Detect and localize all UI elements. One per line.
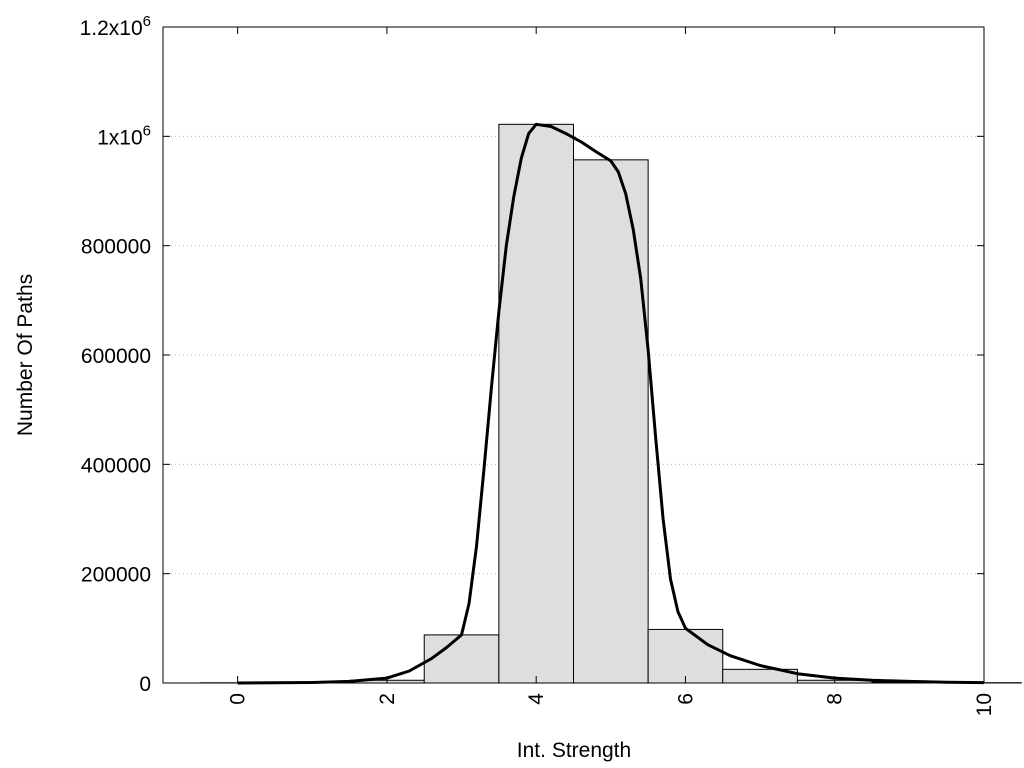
x-tick-label: 6 [674,693,697,705]
x-tick-label: 0 [227,693,250,705]
x-axis: 0 2 4 6 8 10 [227,27,996,716]
fit-curve-group [237,122,985,685]
histogram-bar [647,628,724,684]
fit-curve [237,122,985,685]
histogram-bar [498,123,575,684]
y-tick-label: 600000 [81,345,151,368]
x-tick-label: 8 [824,693,847,705]
y-tick-label: 800000 [81,236,151,259]
y-tick-label: 0 [139,673,151,696]
y-axis-title: Number Of Paths [14,274,37,436]
x-tick-label: 2 [376,693,399,705]
x-tick-label: 10 [973,693,996,716]
x-tick-label: 4 [525,693,548,705]
grid-lines [163,135,984,575]
bars [199,123,1022,684]
y-tick-label: 200000 [81,564,151,587]
x-axis-title: Int. Strength [517,739,631,762]
histogram-bar [423,634,500,684]
y-tick-label: 1x106 [97,122,151,149]
y-tick-label: 1.2x106 [80,13,151,40]
y-axis: 0 200000 400000 600000 800000 1x106 1.2x106 [80,13,984,696]
histogram-bar [573,159,649,684]
y-tick-label: 400000 [81,454,151,477]
